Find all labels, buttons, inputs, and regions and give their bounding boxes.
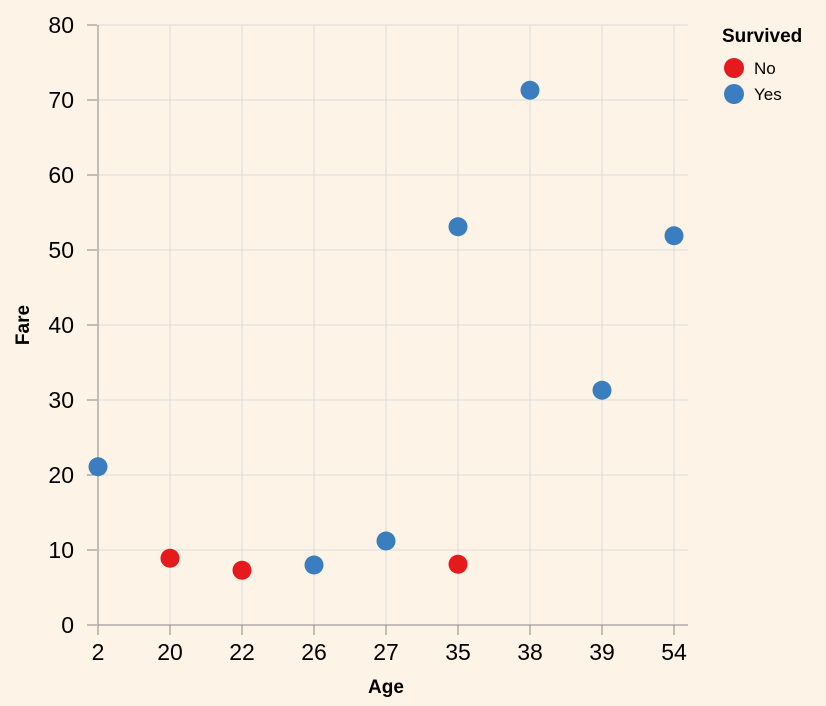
point-yes [664,226,684,246]
y-tick-label: 60 [48,162,74,188]
point-yes [520,80,540,100]
x-tick-label: 22 [229,639,255,665]
y-tick-label: 10 [48,537,74,563]
legend-items: No Yes [724,58,782,104]
x-tick-label: 26 [301,639,327,665]
x-tick-label: 38 [517,639,543,665]
point-yes [592,380,612,400]
grid-lines [97,24,688,626]
data-points [88,80,684,580]
legend: Survived No Yes [722,26,802,104]
y-tick-label: 30 [48,387,74,413]
legend-swatch-no [724,58,744,78]
legend-title: Survived [722,26,802,47]
y-tick-label: 50 [48,237,74,263]
axes: 0 10 20 30 40 50 60 70 80 2 20 22 26 27 35 38 39 54 [48,12,688,665]
legend-label-no: No [754,59,776,78]
legend-swatch-yes [724,84,744,104]
x-tick-label: 35 [445,639,471,665]
y-tick-label: 80 [48,12,74,38]
point-yes [376,531,396,551]
x-tick-label: 27 [373,639,399,665]
point-yes [88,457,108,477]
point-no [160,548,180,568]
legend-label-yes: Yes [754,85,782,104]
x-tick-label: 54 [661,639,687,665]
x-tick-label: 2 [92,639,105,665]
y-tick-label: 0 [61,612,74,638]
point-no [448,554,468,574]
y-tick-label: 70 [48,87,74,113]
y-tick-label: 20 [48,462,74,488]
x-tick-label: 20 [157,639,183,665]
y-axis-title: Fare [13,305,34,345]
y-tick-label: 40 [48,312,74,338]
point-yes [448,217,468,237]
point-no [232,560,252,580]
x-axis-title: Age [368,677,404,698]
x-tick-label: 39 [589,639,615,665]
point-yes [304,555,324,575]
